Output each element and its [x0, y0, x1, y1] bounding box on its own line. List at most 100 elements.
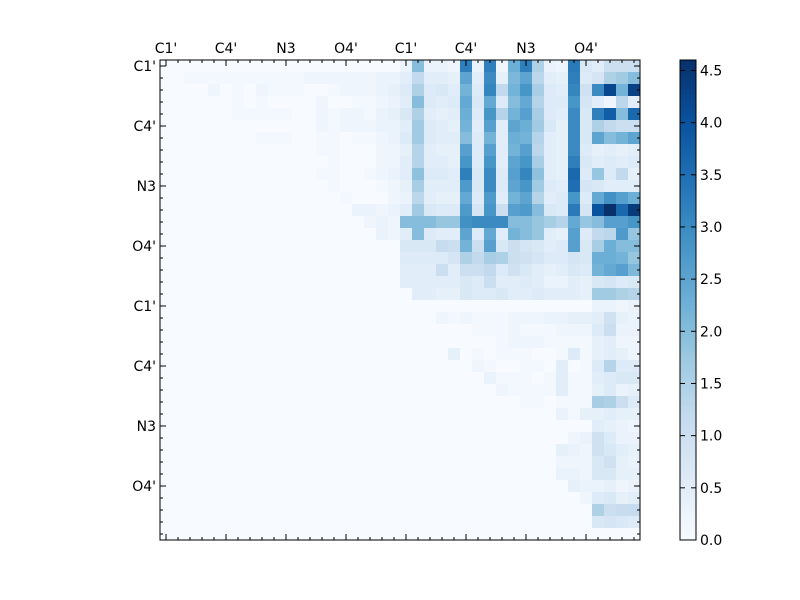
heatmap-cell [412, 444, 425, 457]
heatmap-cell [232, 516, 245, 529]
heatmap-cell [496, 84, 509, 97]
heatmap-cell [508, 408, 521, 421]
heatmap-cell [304, 144, 317, 157]
heatmap-cell [472, 84, 485, 97]
heatmap-cell [556, 432, 569, 445]
heatmap-cell [484, 108, 497, 121]
heatmap-cell [616, 444, 629, 457]
heatmap-cell [520, 360, 533, 373]
heatmap-cell [448, 72, 461, 85]
heatmap-cell [424, 216, 437, 229]
heatmap-cell [340, 192, 353, 205]
heatmap-cell [208, 516, 221, 529]
heatmap-cell [184, 156, 197, 169]
heatmap-cell [268, 432, 281, 445]
heatmap-cell [364, 396, 377, 409]
heatmap-cell [496, 132, 509, 145]
heatmap-cell [604, 84, 617, 97]
heatmap-cell [340, 468, 353, 481]
heatmap-cell [520, 240, 533, 253]
heatmap-cell [220, 348, 233, 361]
heatmap-cell [244, 168, 257, 181]
heatmap-cell [352, 444, 365, 457]
heatmap-cell [232, 384, 245, 397]
heatmap-cell [472, 180, 485, 193]
heatmap-cell [412, 156, 425, 169]
heatmap-cell [412, 516, 425, 529]
heatmap-cell [460, 288, 473, 301]
heatmap-cell [304, 264, 317, 277]
heatmap-cell [220, 168, 233, 181]
heatmap-cell [616, 72, 629, 85]
heatmap-cell [448, 216, 461, 229]
heatmap-cell [304, 108, 317, 121]
heatmap-cell [316, 480, 329, 493]
heatmap-cell [628, 288, 641, 301]
heatmap-cell [304, 420, 317, 433]
heatmap-cell [376, 336, 389, 349]
heatmap-cell [604, 216, 617, 229]
heatmap-cell [196, 492, 209, 505]
heatmap-cell [316, 252, 329, 265]
heatmap-cell [160, 456, 173, 469]
y-tick-label: C4' [133, 119, 156, 135]
heatmap-cell [424, 480, 437, 493]
heatmap-cell [160, 156, 173, 169]
heatmap-cell [556, 192, 569, 205]
heatmap-cell [376, 252, 389, 265]
heatmap-cell [448, 204, 461, 217]
heatmap-cell [520, 372, 533, 385]
heatmap-cell [244, 72, 257, 85]
heatmap-cell [448, 420, 461, 433]
heatmap-cell [184, 516, 197, 529]
heatmap-cell [340, 312, 353, 325]
heatmap-cell [400, 276, 413, 289]
heatmap-cell [280, 192, 293, 205]
heatmap-cell [364, 324, 377, 337]
heatmap-cell [376, 84, 389, 97]
heatmap-cell [484, 324, 497, 337]
heatmap-cell [400, 168, 413, 181]
heatmap-cell [232, 132, 245, 145]
heatmap-cell [376, 312, 389, 325]
heatmap-cell [472, 168, 485, 181]
heatmap-cell [364, 408, 377, 421]
heatmap-cell [220, 408, 233, 421]
heatmap-cell [280, 60, 293, 73]
heatmap-cell [388, 144, 401, 157]
heatmap-cell [364, 228, 377, 241]
heatmap-cell [256, 492, 269, 505]
heatmap-cell [232, 60, 245, 73]
heatmap-cell [208, 492, 221, 505]
x-tick-label: N3 [276, 41, 295, 57]
heatmap-cell [484, 120, 497, 133]
heatmap-cell [244, 288, 257, 301]
heatmap-cell [436, 336, 449, 349]
heatmap-cell [628, 156, 641, 169]
heatmap-cell [268, 312, 281, 325]
heatmap-cell [220, 240, 233, 253]
heatmap-cell [520, 252, 533, 265]
heatmap-cell [196, 288, 209, 301]
heatmap-cell [208, 276, 221, 289]
heatmap-cell [268, 168, 281, 181]
heatmap-cells [160, 60, 641, 541]
heatmap-cell [412, 324, 425, 337]
heatmap-cell [352, 300, 365, 313]
heatmap-cell [460, 384, 473, 397]
heatmap-cell [268, 96, 281, 109]
heatmap-cell [268, 348, 281, 361]
heatmap-cell [208, 288, 221, 301]
heatmap-cell [412, 312, 425, 325]
heatmap-cell [268, 120, 281, 133]
heatmap-cell [352, 228, 365, 241]
heatmap-cell [448, 264, 461, 277]
heatmap-cell [628, 216, 641, 229]
heatmap-cell [256, 408, 269, 421]
heatmap-cell [556, 252, 569, 265]
heatmap-cell [448, 528, 461, 541]
heatmap-cell [568, 96, 581, 109]
heatmap-cell [352, 120, 365, 133]
heatmap-cell [160, 120, 173, 133]
